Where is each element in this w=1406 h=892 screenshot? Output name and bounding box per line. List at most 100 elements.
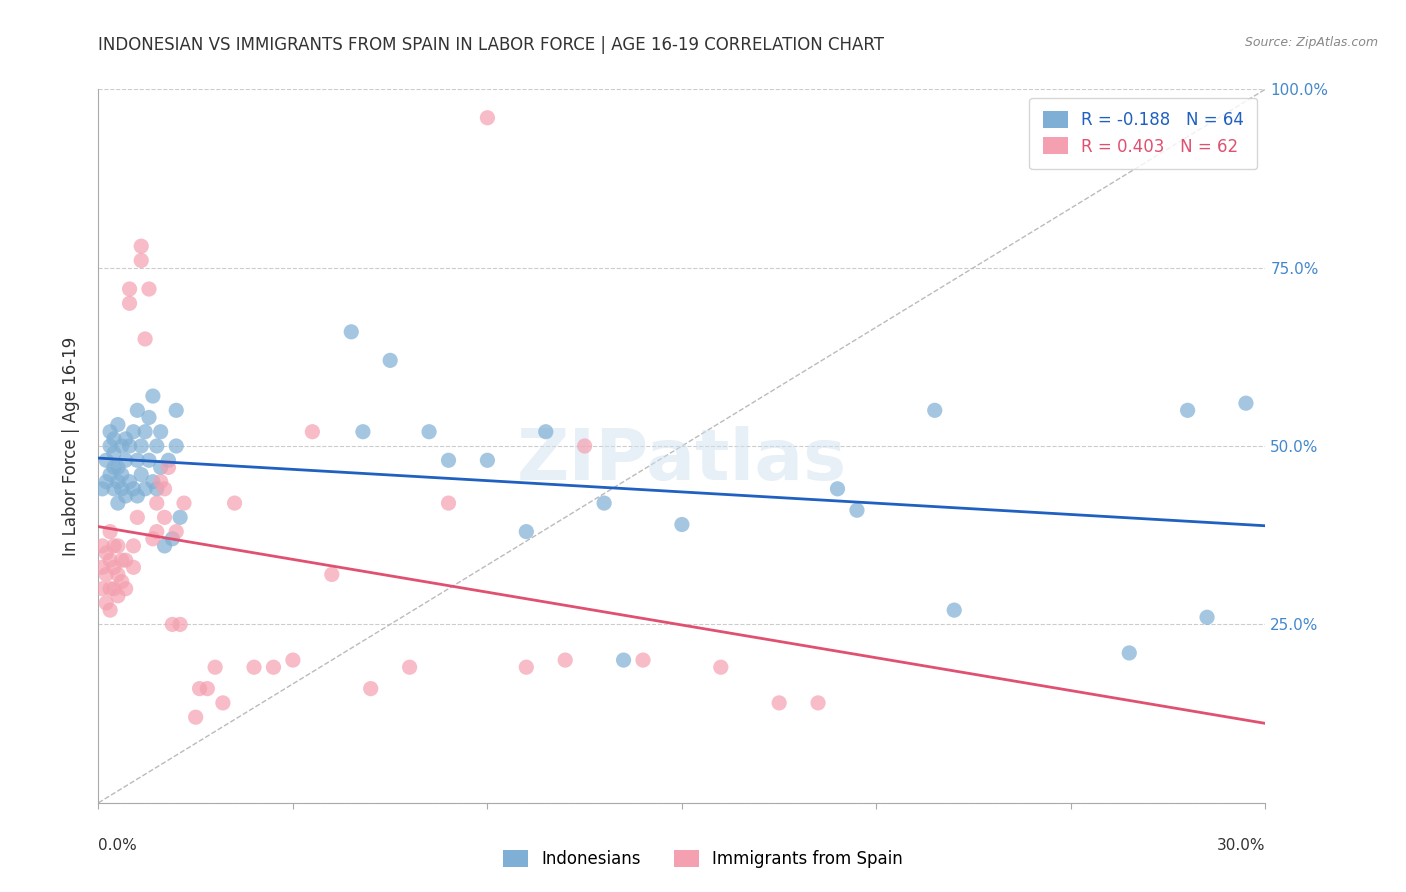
- Point: [142, 389, 165, 403]
- Point: [142, 532, 165, 546]
- Point: [807, 696, 830, 710]
- Point: [98, 439, 121, 453]
- Point: [827, 482, 849, 496]
- Point: [340, 325, 363, 339]
- Point: [107, 589, 129, 603]
- Point: [262, 660, 284, 674]
- Point: [1118, 646, 1140, 660]
- Point: [138, 410, 160, 425]
- Point: [224, 496, 246, 510]
- Point: [169, 510, 191, 524]
- Point: [127, 453, 149, 467]
- Point: [129, 253, 152, 268]
- Point: [204, 660, 226, 674]
- Point: [146, 524, 169, 539]
- Point: [418, 425, 440, 439]
- Point: [138, 282, 160, 296]
- Point: [149, 475, 172, 489]
- Point: [129, 467, 152, 482]
- Point: [613, 653, 636, 667]
- Point: [149, 425, 172, 439]
- Point: [122, 539, 145, 553]
- Point: [574, 439, 596, 453]
- Point: [301, 425, 323, 439]
- Point: [91, 560, 114, 574]
- Point: [515, 524, 537, 539]
- Point: [149, 460, 172, 475]
- Point: [107, 496, 129, 510]
- Point: [103, 446, 125, 460]
- Point: [157, 453, 180, 467]
- Point: [107, 460, 129, 475]
- Text: ZIPatlas: ZIPatlas: [517, 425, 846, 495]
- Point: [91, 482, 114, 496]
- Point: [162, 532, 184, 546]
- Point: [437, 453, 460, 467]
- Point: [477, 111, 499, 125]
- Point: [122, 425, 145, 439]
- Point: [768, 696, 790, 710]
- Point: [118, 282, 141, 296]
- Point: [281, 653, 304, 667]
- Point: [169, 617, 191, 632]
- Point: [134, 425, 156, 439]
- Point: [111, 439, 134, 453]
- Point: [118, 475, 141, 489]
- Point: [153, 510, 176, 524]
- Point: [111, 467, 134, 482]
- Point: [107, 475, 129, 489]
- Point: [534, 425, 557, 439]
- Point: [165, 439, 187, 453]
- Point: [91, 539, 114, 553]
- Point: [118, 296, 141, 310]
- Point: [153, 482, 176, 496]
- Point: [134, 332, 156, 346]
- Point: [98, 467, 121, 482]
- Point: [710, 660, 733, 674]
- Point: [96, 453, 118, 467]
- Point: [122, 482, 145, 496]
- Text: 30.0%: 30.0%: [1218, 838, 1265, 854]
- Point: [165, 524, 187, 539]
- Point: [924, 403, 946, 417]
- Point: [188, 681, 211, 696]
- Point: [943, 603, 966, 617]
- Point: [107, 417, 129, 432]
- Point: [103, 460, 125, 475]
- Point: [212, 696, 235, 710]
- Point: [142, 475, 165, 489]
- Point: [477, 453, 499, 467]
- Point: [103, 432, 125, 446]
- Point: [103, 482, 125, 496]
- Point: [98, 524, 121, 539]
- Point: [515, 660, 537, 674]
- Point: [243, 660, 266, 674]
- Point: [437, 496, 460, 510]
- Point: [1195, 610, 1218, 624]
- Point: [103, 560, 125, 574]
- Point: [114, 453, 136, 467]
- Point: [98, 425, 121, 439]
- Point: [114, 582, 136, 596]
- Point: [122, 560, 145, 574]
- Point: [129, 239, 152, 253]
- Point: [138, 453, 160, 467]
- Point: [157, 460, 180, 475]
- Point: [153, 539, 176, 553]
- Point: [98, 582, 121, 596]
- Point: [127, 403, 149, 417]
- Point: [96, 567, 118, 582]
- Point: [98, 603, 121, 617]
- Text: INDONESIAN VS IMMIGRANTS FROM SPAIN IN LABOR FORCE | AGE 16-19 CORRELATION CHART: INDONESIAN VS IMMIGRANTS FROM SPAIN IN L…: [98, 36, 884, 54]
- Legend: R = -0.188   N = 64, R = 0.403   N = 62: R = -0.188 N = 64, R = 0.403 N = 62: [1029, 97, 1257, 169]
- Point: [173, 496, 195, 510]
- Point: [146, 496, 169, 510]
- Point: [321, 567, 343, 582]
- Point: [671, 517, 693, 532]
- Point: [107, 539, 129, 553]
- Point: [134, 482, 156, 496]
- Point: [103, 539, 125, 553]
- Point: [146, 482, 169, 496]
- Point: [98, 553, 121, 567]
- Point: [114, 432, 136, 446]
